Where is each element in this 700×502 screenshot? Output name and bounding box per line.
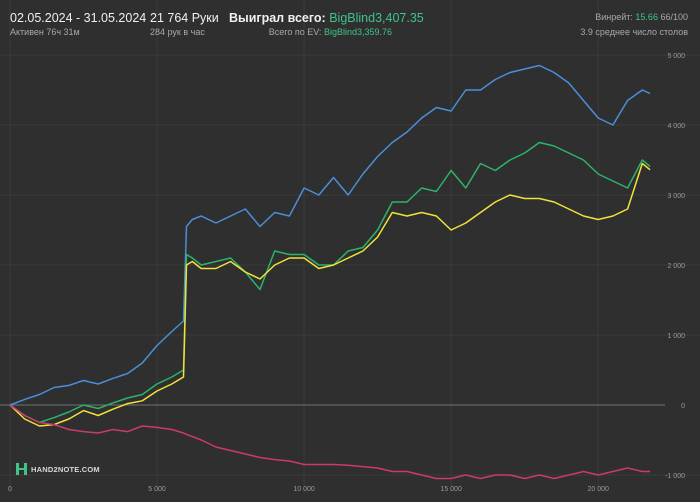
x-tick-label: 15 000 <box>440 486 462 493</box>
y-tick-label: 4 000 <box>667 123 685 130</box>
y-tick-label: 0 <box>681 403 685 410</box>
date-range: 02.05.2024 - 31.05.2024 <box>10 11 147 25</box>
x-tick-label: 10 000 <box>293 486 315 493</box>
won-value: BigBlind3,407.35 <box>329 11 424 25</box>
x-tick-label: 0 <box>8 486 12 493</box>
y-tick-labels: 5 000 4 000 3 000 2 000 1 000 0 -1 000 <box>665 53 685 480</box>
logo-text: HAND2NOTE.COM <box>31 464 100 474</box>
y-tick-label: 1 000 <box>667 333 685 340</box>
y-tick-label: 5 000 <box>667 53 685 60</box>
active-time: Активен 76ч 31м <box>10 27 80 37</box>
series-line-3 <box>9 404 651 480</box>
series-line-0 <box>9 64 651 406</box>
won-label: Выиграл всего: <box>229 11 326 25</box>
hand2note-logo: HAND2NOTE.COM <box>16 463 100 475</box>
x-tick-label: 5 000 <box>148 486 166 493</box>
ev-value: BigBlind3,359.76 <box>323 27 392 37</box>
y-tick-label: 3 000 <box>667 193 685 200</box>
hands-count: 21 764 Руки <box>150 11 219 25</box>
winrate-unit: 66/100 <box>660 12 688 22</box>
series-line-2 <box>9 162 651 427</box>
chart-series <box>9 64 651 480</box>
x-tick-labels: 0 5 000 10 000 15 000 20 000 <box>8 486 609 493</box>
avg-tables: 3.9 среднее число столов <box>580 27 688 37</box>
hand2note-logo-icon <box>16 463 27 475</box>
y-tick-label: -1 000 <box>665 473 685 480</box>
winrate-label: Винрейт: <box>595 12 633 22</box>
y-tick-label: 2 000 <box>667 263 685 270</box>
x-tick-label: 20 000 <box>587 486 609 493</box>
won-total: Выиграл всего: BigBlind3,407.35 <box>229 11 424 25</box>
ev-label: Всего по EV: <box>268 27 322 37</box>
winrate: Винрейт: 15.66 66/100 <box>595 12 688 22</box>
hands-per-hour: 284 рук в час <box>150 27 205 37</box>
winrate-value: 15.66 <box>635 12 658 22</box>
ev-total: Всего по EV: BigBlind3,359.76 <box>269 27 392 37</box>
series-line-1 <box>9 141 651 424</box>
